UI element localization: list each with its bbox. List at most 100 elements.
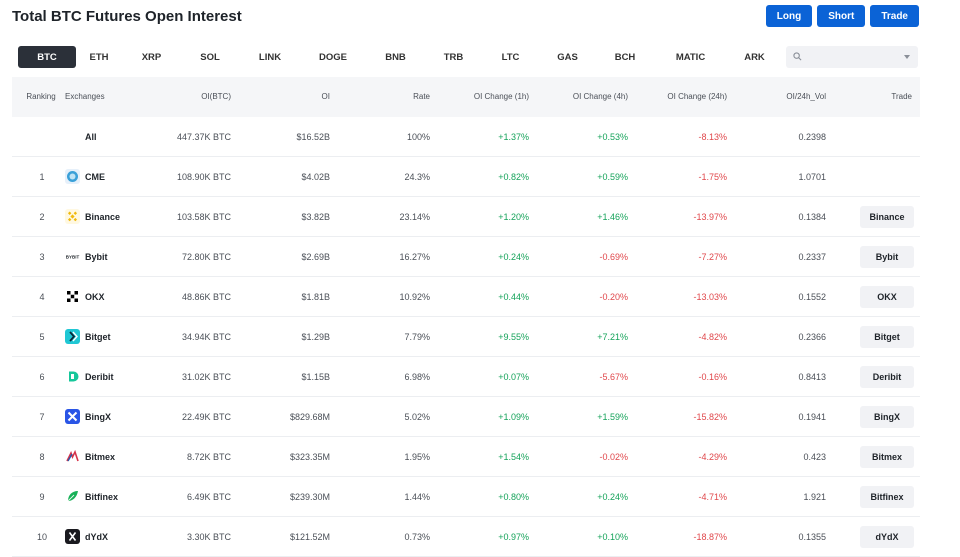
okx-icon bbox=[65, 289, 80, 304]
tab-doge[interactable]: DOGE bbox=[319, 51, 347, 63]
cell-ch1h: +1.20% bbox=[498, 212, 529, 222]
cell-exchange[interactable]: BingX bbox=[85, 412, 111, 422]
column-header-trade: Trade bbox=[891, 92, 912, 101]
tab-matic[interactable]: MATIC bbox=[675, 51, 706, 63]
cell-rate: 1.44% bbox=[404, 492, 430, 502]
cell-rank: 4 bbox=[39, 292, 45, 302]
trade-okx-button[interactable]: OKX bbox=[860, 286, 914, 308]
column-header-oi-24h-vol: OI/24h_Vol bbox=[786, 92, 826, 101]
binance-icon bbox=[65, 209, 80, 224]
cell-ch4h: -5.67% bbox=[599, 372, 628, 382]
cell-oi: $2.69B bbox=[301, 252, 330, 262]
tab-gas[interactable]: GAS bbox=[557, 51, 578, 63]
cell-oi: $239.30M bbox=[289, 492, 330, 502]
cell-vol: 0.8413 bbox=[798, 372, 826, 382]
table-row: All 447.37K BTC $16.52B 100% +1.37% +0.53% -8.… bbox=[12, 117, 920, 157]
cell-vol: 1.0701 bbox=[798, 172, 826, 182]
cell-rate: 24.3% bbox=[404, 172, 430, 182]
trade-deribit-button[interactable]: Deribit bbox=[860, 366, 914, 388]
cell-exchange[interactable]: Bitfinex bbox=[85, 492, 119, 502]
cell-ch4h: +0.59% bbox=[597, 172, 628, 182]
short-button[interactable]: Short bbox=[817, 5, 866, 27]
tab-ark[interactable]: ARK bbox=[744, 51, 765, 63]
tab-bnb[interactable]: BNB bbox=[385, 51, 406, 63]
cell-exchange[interactable]: OKX bbox=[85, 292, 105, 302]
cell-ch1h: +1.54% bbox=[498, 452, 529, 462]
cell-oi: $1.81B bbox=[301, 292, 330, 302]
table-row: 9 Bitfinex 6.49K BTC $239.30M 1.44% +0.80% +0.… bbox=[12, 477, 920, 517]
cell-oi-btc: 103.58K BTC bbox=[176, 212, 231, 222]
trade-dydx-button[interactable]: dYdX bbox=[860, 526, 914, 548]
trade-bingx-button[interactable]: BingX bbox=[860, 406, 914, 428]
cell-exchange[interactable]: All bbox=[85, 132, 97, 142]
cell-vol: 0.2337 bbox=[798, 252, 826, 262]
tab-eth[interactable]: ETH bbox=[89, 51, 109, 63]
trade-bitget-button[interactable]: Bitget bbox=[860, 326, 914, 348]
long-button[interactable]: Long bbox=[765, 5, 813, 27]
table-row: 6 Deribit 31.02K BTC $1.15B 6.98% +0.07% -5.67… bbox=[12, 357, 920, 397]
cell-ch24h: -4.29% bbox=[698, 452, 727, 462]
cell-ch1h: +0.97% bbox=[498, 532, 529, 542]
tab-btc[interactable]: BTC bbox=[18, 46, 76, 68]
cell-ch24h: -13.97% bbox=[693, 212, 727, 222]
trade-bitmex-button[interactable]: Bitmex bbox=[860, 446, 914, 468]
cell-vol: 0.1941 bbox=[798, 412, 826, 422]
cell-oi: $3.82B bbox=[301, 212, 330, 222]
cell-rate: 6.98% bbox=[404, 372, 430, 382]
trade-binance-button[interactable]: Binance bbox=[860, 206, 914, 228]
cell-rank bbox=[12, 117, 72, 157]
cell-exchange[interactable]: Bitget bbox=[85, 332, 111, 342]
cell-vol: 1.921 bbox=[803, 492, 826, 502]
cell-ch1h: +0.80% bbox=[498, 492, 529, 502]
column-header-oi-btc-: OI(BTC) bbox=[201, 92, 231, 101]
bingx-icon bbox=[65, 409, 80, 424]
deribit-icon bbox=[65, 369, 80, 384]
column-header-oi-change-24h-: OI Change (24h) bbox=[667, 92, 727, 101]
cell-ch4h: +0.53% bbox=[597, 132, 628, 142]
cell-ch4h: +7.21% bbox=[597, 332, 628, 342]
cell-rank: 9 bbox=[39, 492, 45, 502]
bitmex-icon bbox=[65, 449, 80, 464]
cell-oi-btc: 8.72K BTC bbox=[186, 452, 231, 462]
tab-trb[interactable]: TRB bbox=[443, 51, 464, 63]
tab-bch[interactable]: BCH bbox=[614, 51, 636, 63]
cell-oi: $121.52M bbox=[289, 532, 330, 542]
cell-ch24h: -18.87% bbox=[693, 532, 727, 542]
cell-rate: 16.27% bbox=[399, 252, 430, 262]
cell-exchange[interactable]: Binance bbox=[85, 212, 121, 222]
cell-exchange[interactable]: Bitmex bbox=[85, 452, 116, 462]
trade-bitfinex-button[interactable]: Bitfinex bbox=[860, 486, 914, 508]
cell-vol: 0.423 bbox=[803, 452, 826, 462]
tab-link[interactable]: LINK bbox=[258, 51, 282, 63]
cell-exchange[interactable]: CME bbox=[85, 172, 105, 182]
trade-button[interactable]: Trade bbox=[870, 5, 919, 27]
coin-search-select[interactable] bbox=[786, 46, 918, 68]
cell-rate: 1.95% bbox=[404, 452, 430, 462]
search-icon bbox=[793, 52, 802, 61]
cell-vol: 0.2398 bbox=[798, 132, 826, 142]
cell-ch1h: +0.82% bbox=[498, 172, 529, 182]
cell-ch1h: +1.37% bbox=[498, 132, 529, 142]
cell-exchange[interactable]: dYdX bbox=[85, 532, 109, 542]
cell-ch1h: +1.09% bbox=[498, 412, 529, 422]
cell-ch4h: -0.02% bbox=[599, 452, 628, 462]
tab-sol[interactable]: SOL bbox=[200, 51, 220, 63]
cell-oi: $323.35M bbox=[289, 452, 330, 462]
cell-rank: 5 bbox=[39, 332, 45, 342]
bybit-icon: BYBIT bbox=[65, 249, 80, 264]
cell-rate: 7.79% bbox=[404, 332, 430, 342]
cell-vol: 0.1355 bbox=[798, 532, 826, 542]
cell-exchange[interactable]: Deribit bbox=[85, 372, 114, 382]
column-header-exchanges: Exchanges bbox=[65, 92, 105, 101]
top-actions: Long Short Trade bbox=[765, 5, 919, 27]
cell-ch4h: +1.59% bbox=[597, 412, 628, 422]
cell-rank: 3 bbox=[39, 252, 45, 262]
cell-ch24h: -0.16% bbox=[698, 372, 727, 382]
cell-rate: 0.73% bbox=[404, 532, 430, 542]
tab-xrp[interactable]: XRP bbox=[141, 51, 162, 63]
tab-ltc[interactable]: LTC bbox=[501, 51, 520, 63]
cell-vol: 0.2366 bbox=[798, 332, 826, 342]
trade-bybit-button[interactable]: Bybit bbox=[860, 246, 914, 268]
cell-exchange[interactable]: Bybit bbox=[85, 252, 108, 262]
cell-rate: 23.14% bbox=[399, 212, 430, 222]
